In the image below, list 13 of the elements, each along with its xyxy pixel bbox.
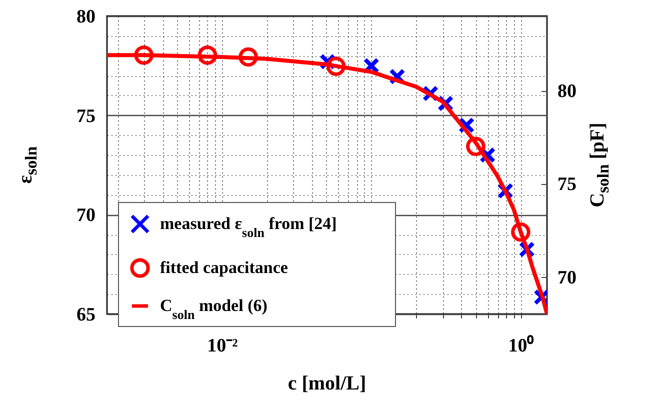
legend-label: measured ε$_{soln}$ from [24] xyxy=(160,214,337,240)
y-tick-label: 65 xyxy=(76,304,96,326)
x-tick-label: 10⁰ xyxy=(508,334,534,356)
legend-label: C$_{soln}$ model (6) xyxy=(160,296,268,322)
legend-label: fitted capacitance xyxy=(160,258,288,277)
y-tick-label: 70 xyxy=(76,205,96,226)
x-tick-label: 10⁻² xyxy=(207,336,238,356)
x-axis-title: c [mol/L] xyxy=(288,372,366,396)
y2-tick-label: 70 xyxy=(558,267,576,288)
y-tick-label: 75 xyxy=(76,106,96,127)
y2-tick-label: 80 xyxy=(558,81,576,102)
y2-tick-label: 75 xyxy=(558,174,576,196)
y-tick-label: 80 xyxy=(76,6,96,28)
